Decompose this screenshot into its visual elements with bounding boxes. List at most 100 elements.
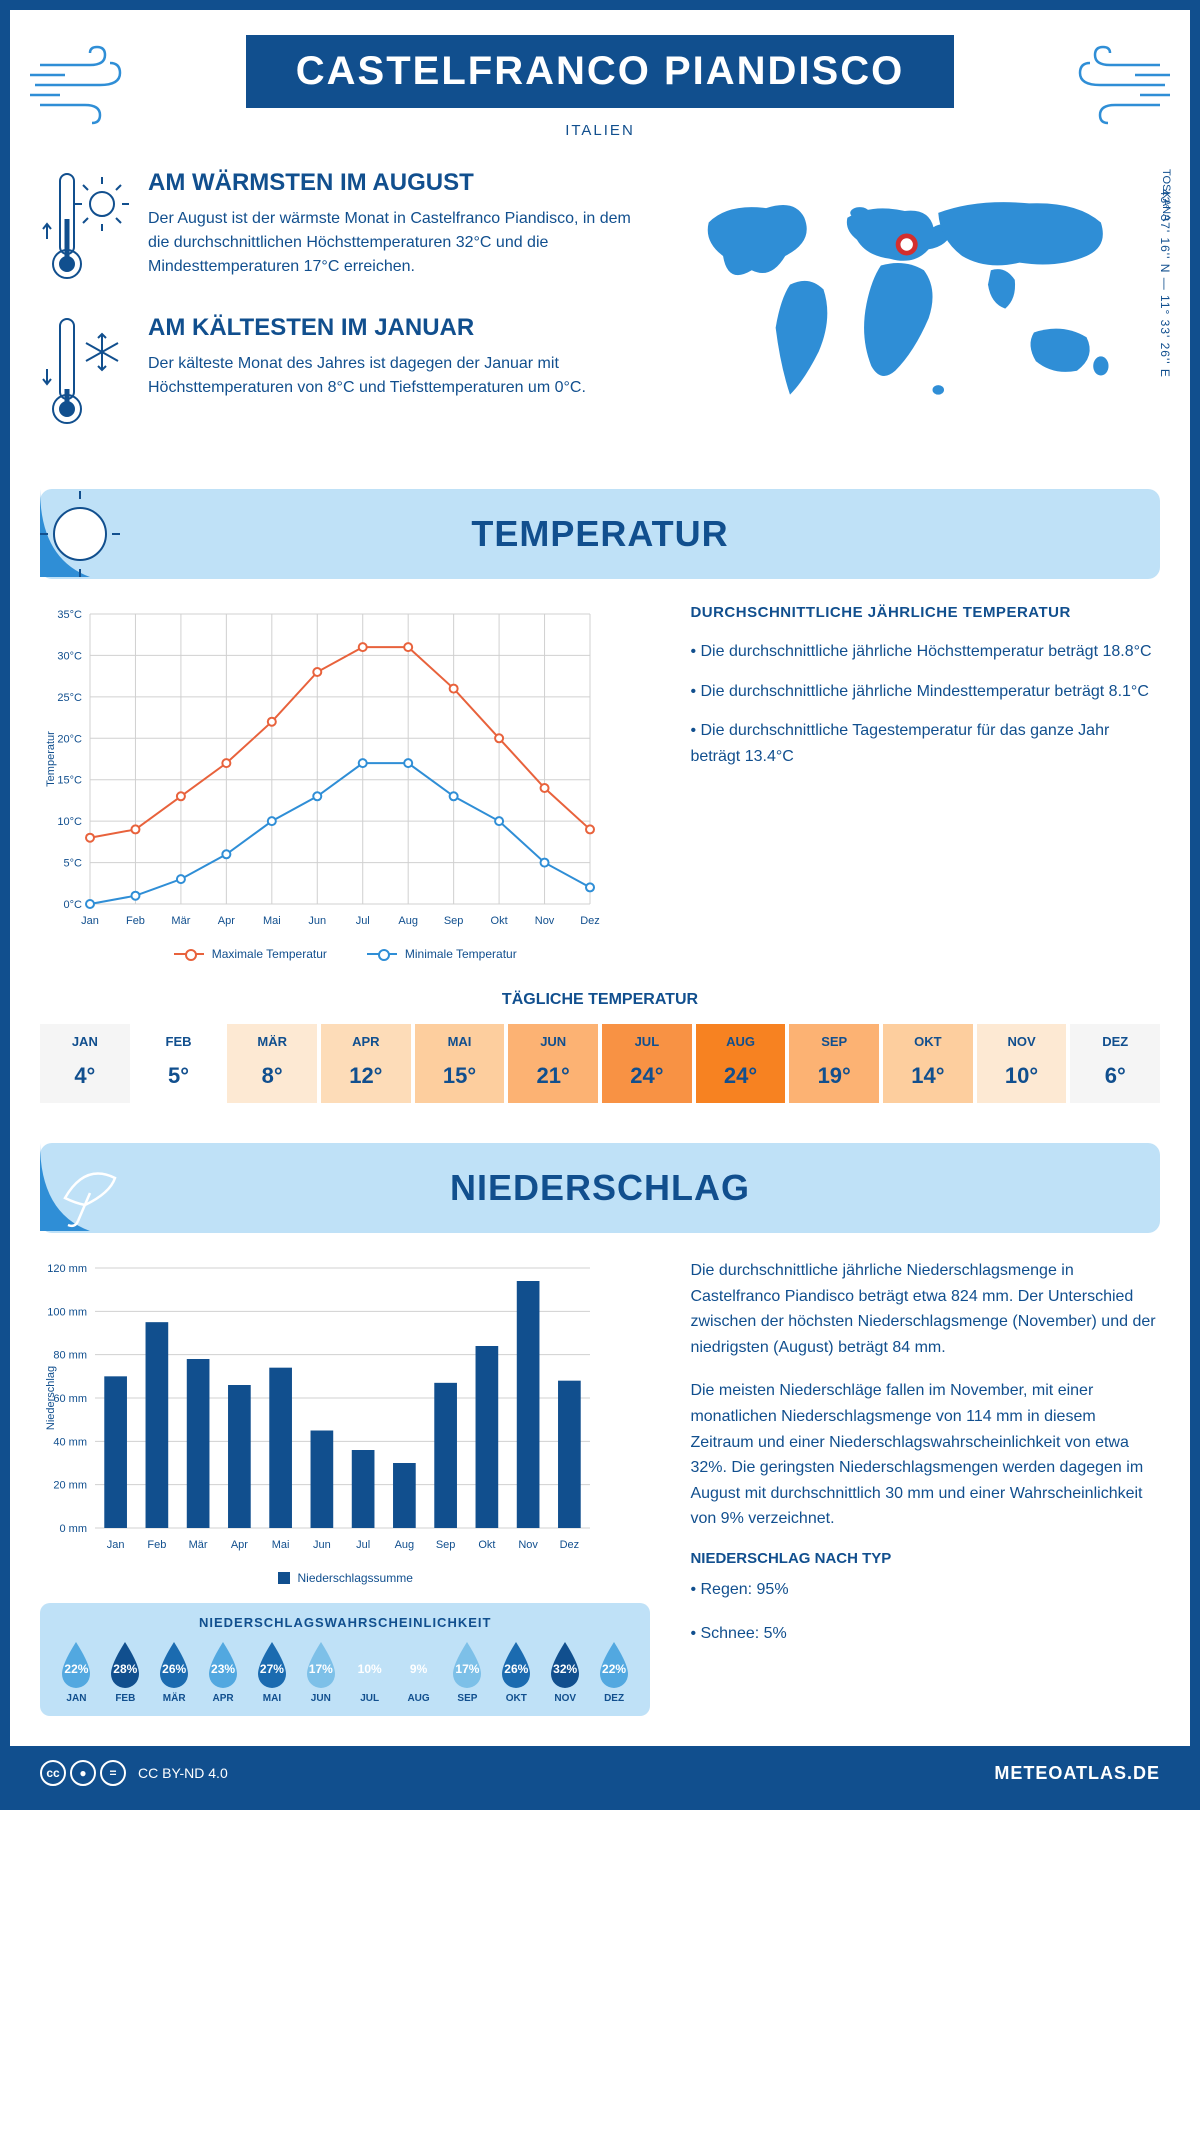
svg-text:15°C: 15°C [57, 775, 82, 787]
cc-icons: cc ● = [40, 1760, 126, 1786]
precip-type-item: • Schnee: 5% [690, 1621, 1160, 1647]
fact-coldest: AM KÄLTESTEN IM JANUAR Der kälteste Mona… [40, 314, 640, 434]
wind-icon [30, 45, 140, 125]
svg-text:Dez: Dez [580, 915, 600, 927]
svg-text:Aug: Aug [398, 915, 418, 927]
coordinates: 43° 37' 16'' N — 11° 33' 26'' E [1158, 189, 1172, 378]
probability-cell: 22%DEZ [590, 1640, 639, 1704]
temp-bullet: • Die durchschnittliche Tagestemperatur … [690, 718, 1160, 769]
precip-by-type-title: NIEDERSCHLAG NACH TYP [690, 1550, 1160, 1567]
probability-cell: 10%JUL [345, 1640, 394, 1704]
license-text: CC BY-ND 4.0 [138, 1765, 228, 1781]
svg-text:Mär: Mär [189, 1539, 208, 1551]
probability-cell: 32%NOV [541, 1640, 590, 1704]
fact-warm-text: Der August ist der wärmste Monat in Cast… [148, 207, 640, 279]
svg-text:Feb: Feb [126, 915, 145, 927]
fact-warmest: AM WÄRMSTEN IM AUGUST Der August ist der… [40, 169, 640, 289]
daily-temp-cell: SEP19° [789, 1024, 879, 1103]
svg-text:0°C: 0°C [64, 899, 83, 911]
svg-text:Okt: Okt [478, 1539, 495, 1551]
precip-type-item: • Regen: 95% [690, 1577, 1160, 1603]
precip-paragraph: Die durchschnittliche jährliche Niedersc… [690, 1258, 1160, 1360]
wind-icon [1060, 45, 1170, 125]
svg-text:Okt: Okt [491, 915, 508, 927]
precipitation-bar-chart: 0 mm 20 mm 40 mm 60 mm 80 mm 100 mm 120 mm Nied… [40, 1258, 600, 1558]
temperature-line-chart: 0°C5°C10°C15°C20°C25°C30°C35°CJanFebMärA… [40, 604, 600, 934]
probability-cell: 22%JAN [52, 1640, 101, 1704]
svg-text:Mär: Mär [171, 915, 190, 927]
daily-temp-cell: AUG24° [696, 1024, 786, 1103]
probability-box: NIEDERSCHLAGSWAHRSCHEINLICHKEIT 22%JAN28… [40, 1603, 650, 1716]
svg-text:10°C: 10°C [57, 816, 82, 828]
svg-text:25°C: 25°C [57, 692, 82, 704]
umbrella-icon [40, 1143, 140, 1233]
svg-text:Sep: Sep [444, 915, 464, 927]
precipitation-legend: Niederschlagssumme [40, 1571, 650, 1585]
world-map: TOSKANA 43° 37' 16'' N — 11° 33' 26'' E [680, 169, 1160, 459]
probability-cell: 23%APR [199, 1640, 248, 1704]
page-subtitle: ITALIEN [40, 122, 1160, 139]
thermometer-sun-icon [40, 169, 130, 289]
svg-text:Apr: Apr [218, 915, 235, 927]
page-title: CASTELFRANCO PIANDISCO [246, 35, 954, 108]
daily-temp-cell: MÄR8° [227, 1024, 317, 1103]
probability-cell: 17%SEP [443, 1640, 492, 1704]
section-temperature-title: TEMPERATUR [471, 513, 728, 555]
daily-temp-cell: JUN21° [508, 1024, 598, 1103]
svg-text:30°C: 30°C [57, 650, 82, 662]
temp-info-title: DURCHSCHNITTLICHE JÄHRLICHE TEMPERATUR [690, 604, 1160, 621]
fact-warm-title: AM WÄRMSTEN IM AUGUST [148, 169, 640, 197]
svg-text:35°C: 35°C [57, 609, 82, 621]
svg-text:Jul: Jul [356, 1539, 370, 1551]
nd-icon: = [100, 1760, 126, 1786]
probability-cell: 26%OKT [492, 1640, 541, 1704]
svg-text:120 mm: 120 mm [47, 1263, 87, 1275]
legend-precip: Niederschlagssumme [298, 1571, 413, 1585]
daily-temp-cell: JUL24° [602, 1024, 692, 1103]
daily-temp-cell: OKT14° [883, 1024, 973, 1103]
svg-text:Sep: Sep [436, 1539, 456, 1551]
daily-temp-cell: MAI15° [415, 1024, 505, 1103]
location-marker [898, 236, 915, 253]
site-name: METEOATLAS.DE [994, 1763, 1160, 1784]
svg-text:Jan: Jan [81, 915, 99, 927]
by-icon: ● [70, 1760, 96, 1786]
svg-text:Apr: Apr [231, 1539, 248, 1551]
probability-cell: 28%FEB [101, 1640, 150, 1704]
daily-temp-cell: DEZ6° [1070, 1024, 1160, 1103]
svg-text:Feb: Feb [147, 1539, 166, 1551]
thermometer-snow-icon [40, 314, 130, 434]
daily-temp-cell: APR12° [321, 1024, 411, 1103]
daily-temp-title: TÄGLICHE TEMPERATUR [40, 991, 1160, 1009]
probability-cell: 27%MAI [248, 1640, 297, 1704]
svg-text:Nov: Nov [518, 1539, 538, 1551]
legend-min: Minimale Temperatur [405, 947, 517, 961]
svg-text:0 mm: 0 mm [60, 1523, 88, 1535]
daily-temperature-table: JAN4°FEB5°MÄR8°APR12°MAI15°JUN21°JUL24°A… [40, 1024, 1160, 1103]
temp-bullet: • Die durchschnittliche jährliche Mindes… [690, 679, 1160, 705]
cc-icon: cc [40, 1760, 66, 1786]
legend-max: Maximale Temperatur [212, 947, 327, 961]
svg-text:80 mm: 80 mm [53, 1350, 87, 1362]
daily-temp-cell: JAN4° [40, 1024, 130, 1103]
svg-text:Temperatur: Temperatur [45, 731, 57, 787]
svg-text:Mai: Mai [263, 915, 281, 927]
svg-text:Jun: Jun [313, 1539, 331, 1551]
fact-cold-text: Der kälteste Monat des Jahres ist dagege… [148, 352, 640, 400]
daily-temp-cell: NOV10° [977, 1024, 1067, 1103]
svg-text:60 mm: 60 mm [53, 1393, 87, 1405]
svg-text:20 mm: 20 mm [53, 1480, 87, 1492]
fact-cold-title: AM KÄLTESTEN IM JANUAR [148, 314, 640, 342]
footer: cc ● = CC BY-ND 4.0 METEOATLAS.DE [10, 1746, 1190, 1800]
svg-text:Dez: Dez [560, 1539, 580, 1551]
daily-temp-cell: FEB5° [134, 1024, 224, 1103]
probability-title: NIEDERSCHLAGSWAHRSCHEINLICHKEIT [52, 1615, 638, 1630]
probability-cell: 17%JUN [296, 1640, 345, 1704]
svg-text:Aug: Aug [395, 1539, 415, 1551]
temp-bullet: • Die durchschnittliche jährliche Höchst… [690, 639, 1160, 665]
svg-text:Niederschlag: Niederschlag [45, 1366, 57, 1430]
svg-text:100 mm: 100 mm [47, 1306, 87, 1318]
svg-text:Jul: Jul [356, 915, 370, 927]
probability-cell: 9%AUG [394, 1640, 443, 1704]
svg-text:40 mm: 40 mm [53, 1436, 87, 1448]
